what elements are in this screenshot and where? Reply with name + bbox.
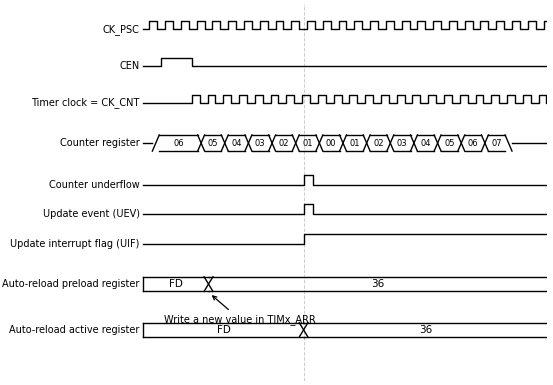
- Text: 02: 02: [279, 139, 289, 147]
- Text: Auto-reload active register: Auto-reload active register: [9, 325, 139, 335]
- Text: FD: FD: [217, 325, 231, 335]
- Text: 05: 05: [444, 139, 455, 147]
- Text: 00: 00: [326, 139, 336, 147]
- Text: Update interrupt flag (UIF): Update interrupt flag (UIF): [10, 239, 139, 249]
- Text: 06: 06: [468, 139, 478, 147]
- Text: 07: 07: [492, 139, 502, 147]
- Text: 36: 36: [419, 325, 432, 335]
- Text: Auto-reload preload register: Auto-reload preload register: [2, 279, 139, 289]
- Text: FD: FD: [169, 279, 183, 289]
- Text: CK_PSC: CK_PSC: [103, 24, 139, 35]
- Text: CEN: CEN: [119, 61, 139, 71]
- Text: 02: 02: [373, 139, 384, 147]
- Text: Update event (UEV): Update event (UEV): [43, 209, 139, 219]
- Text: 05: 05: [208, 139, 218, 147]
- Text: 03: 03: [255, 139, 265, 147]
- Text: 03: 03: [397, 139, 408, 147]
- Text: Write a new value in TIMx_ARR: Write a new value in TIMx_ARR: [164, 296, 316, 325]
- Text: 06: 06: [173, 139, 184, 147]
- Text: 01: 01: [302, 139, 313, 147]
- Text: 01: 01: [349, 139, 360, 147]
- Text: Timer clock = CK_CNT: Timer clock = CK_CNT: [31, 97, 139, 108]
- Text: 04: 04: [420, 139, 431, 147]
- Text: Counter underflow: Counter underflow: [49, 180, 139, 190]
- Text: 04: 04: [231, 139, 242, 147]
- Text: Counter register: Counter register: [60, 138, 139, 148]
- Text: 36: 36: [372, 279, 385, 289]
